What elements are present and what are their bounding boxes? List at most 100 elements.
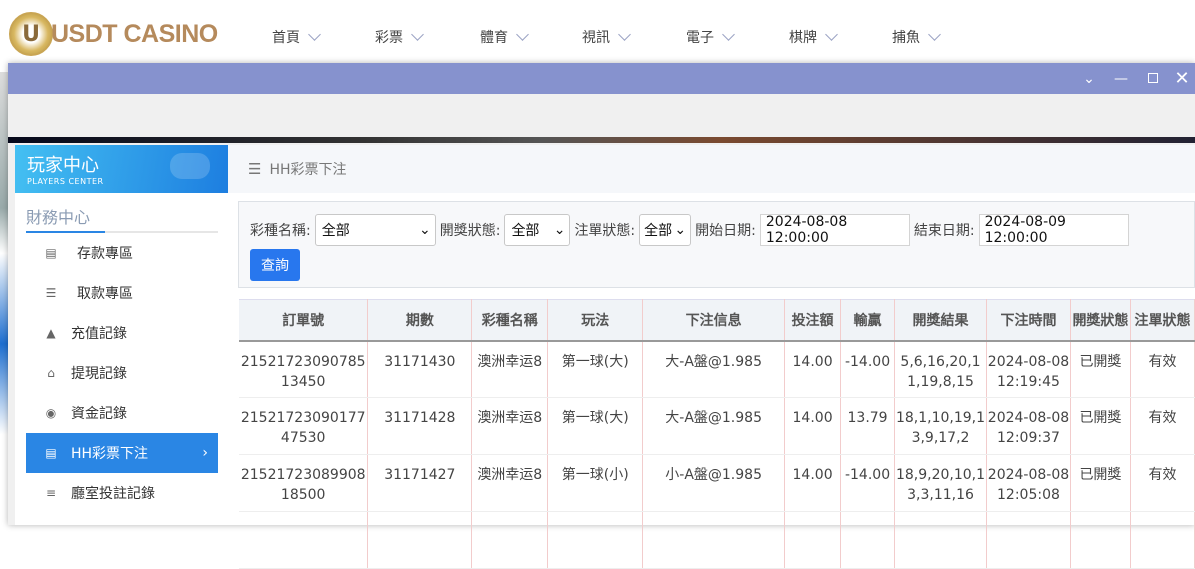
sidebar-item-deposit[interactable]: ▤ 存款專區 <box>26 233 218 273</box>
start-date-input[interactable]: 2024-08-08 12:00:00 <box>759 214 910 246</box>
table-cell: 2024-08-08 12:09:37 <box>986 397 1071 455</box>
order-status-select[interactable]: 全部 ⌄ <box>639 214 692 246</box>
sidebar-item-label: 提現記錄 <box>71 366 127 382</box>
gamepad-icon <box>170 153 210 179</box>
chevron-down-icon <box>308 28 321 41</box>
lottery-label: 彩種名稱: <box>250 223 311 239</box>
nav-sports[interactable]: 體育 <box>480 27 529 47</box>
nav-lottery[interactable]: 彩票 <box>375 27 424 47</box>
table-cell: 第一球(小) <box>547 454 644 512</box>
table-cell: 有效 <box>1130 397 1195 455</box>
lottery-select[interactable]: 全部 ⌄ <box>314 214 436 246</box>
logo[interactable]: U USDT CASINO <box>9 12 218 56</box>
table-cell: -14.00 <box>840 340 896 398</box>
end-date-input[interactable]: 2024-08-09 12:00:00 <box>978 214 1129 246</box>
draw-status-select[interactable]: 全部 ⌄ <box>504 214 571 246</box>
money-bag-icon: ▲ <box>46 326 56 340</box>
table-cell: 有效 <box>1130 340 1195 398</box>
table-cell: 2152172308990818500 <box>239 454 369 512</box>
table-cell: 2024-08-08 12:05:08 <box>986 454 1071 512</box>
table-cell: 澳洲幸运8 <box>471 340 549 398</box>
sidebar-item-withdraw[interactable]: ☰ 取款專區 <box>26 273 218 313</box>
breadcrumb-label: HH彩票下注 <box>269 162 347 178</box>
column-header: 開獎結果 <box>894 299 987 342</box>
sidebar-item-hh-lottery-bets[interactable]: ▤ HH彩票下注 › <box>26 433 218 473</box>
table-cell: 大-A盤@1.985 <box>642 397 786 455</box>
table-cell: 14.00 <box>784 340 842 398</box>
minimize-icon[interactable]: — <box>1114 71 1128 87</box>
table-cell <box>986 511 1071 569</box>
nav-slots[interactable]: 電子 <box>686 27 735 47</box>
column-header: 開獎狀態 <box>1070 299 1131 342</box>
nav-label: 捕魚 <box>892 30 920 46</box>
breadcrumb: ☰ HH彩票下注 <box>228 145 1195 193</box>
table-row[interactable]: 2152172309078513450 31171430 澳洲幸运8 第一球(大) 大-… <box>239 340 1195 398</box>
table-cell: 已開獎 <box>1070 397 1131 455</box>
table-cell <box>642 511 786 569</box>
table-cell: 2152172309078513450 <box>239 340 369 398</box>
site-header: U USDT CASINO 首頁 彩票 體育 視訊 電子 棋牌 捕魚 <box>0 0 1195 63</box>
table-cell: 已開獎 <box>1070 340 1131 398</box>
table-cell: 2152172309017747530 <box>239 397 369 455</box>
table-cell: 14.00 <box>784 454 842 512</box>
table-header: 訂單號 期數 彩種名稱 玩法 下注信息 投注額 輸贏 開獎結果 下注時間 開獎狀態 注單狀態 <box>239 299 1195 342</box>
chevron-down-icon <box>618 28 631 41</box>
sidebar-item-recharge-records[interactable]: ▲ 充值記錄 <box>26 313 218 353</box>
chevron-down-icon <box>825 28 838 41</box>
end-date-label: 結束日期: <box>913 223 975 239</box>
card-icon: ▤ <box>45 246 57 260</box>
nav-cards[interactable]: 棋牌 <box>789 27 838 47</box>
modal-window: ⌄ — ✕ 玩家中心 PLAYERS CENTER 財務中心 ▤ 存款專區 ☰ 取款… <box>8 63 1195 569</box>
table-cell <box>239 511 369 569</box>
chevron-right-icon: › <box>202 445 208 461</box>
sidebar-item-label: 充值記錄 <box>71 326 127 342</box>
table-row[interactable]: 2152172309017747530 31171428 澳洲幸运8 第一球(大) 大-… <box>239 397 1195 455</box>
section-tab-finance[interactable]: 財務中心 <box>26 203 218 233</box>
sidebar-item-fund-records[interactable]: ◉ 資金記錄 <box>26 393 218 433</box>
sidebar: 玩家中心 PLAYERS CENTER 財務中心 ▤ 存款專區 ☰ 取款專區 ▲ 充值… <box>15 145 228 525</box>
column-header: 下注信息 <box>642 299 786 342</box>
bets-table: 訂單號 期數 彩種名稱 玩法 下注信息 投注額 輸贏 開獎結果 下注時間 開獎狀態 注單狀態 215… <box>239 299 1195 569</box>
nav-label: 棋牌 <box>789 30 817 46</box>
sidebar-item-label: 取款專區 <box>77 286 133 302</box>
order-status-label: 注單狀態: <box>574 223 636 239</box>
sidebar-item-withdraw-records[interactable]: ⌂ 提現記錄 <box>26 353 218 393</box>
nav-label: 視訊 <box>582 30 610 46</box>
column-header: 注單狀態 <box>1130 299 1195 342</box>
menu-icon[interactable]: ☰ <box>248 160 262 178</box>
list-detail-icon: ≡ <box>45 486 57 500</box>
column-header: 期數 <box>367 299 473 342</box>
nav-live[interactable]: 視訊 <box>582 27 631 47</box>
table-cell <box>367 511 473 569</box>
column-header: 彩種名稱 <box>471 299 549 342</box>
table-cell <box>784 511 842 569</box>
sidebar-subtitle: PLAYERS CENTER <box>27 177 104 186</box>
column-header: 輸贏 <box>840 299 896 342</box>
table-cell <box>1070 511 1131 569</box>
table-row[interactable]: 2152172308990818500 31171427 澳洲幸运8 第一球(小) 小-… <box>239 454 1195 512</box>
sidebar-item-label: HH彩票下注 <box>71 446 149 462</box>
chevron-down-icon <box>928 28 941 41</box>
chevron-down-icon: ⌄ <box>674 222 687 238</box>
table-cell <box>1130 511 1195 569</box>
chevron-down-icon: ⌄ <box>418 222 431 238</box>
table-cell: 第一球(大) <box>547 397 644 455</box>
nav-home[interactable]: 首頁 <box>272 27 321 47</box>
collapse-icon[interactable]: ⌄ <box>1083 71 1095 87</box>
table-cell: 5,6,16,20,11,19,8,15 <box>894 340 987 398</box>
close-icon[interactable]: ✕ <box>1174 68 1190 89</box>
draw-status-label: 開獎狀態: <box>439 223 501 239</box>
window-title-bar[interactable]: ⌄ — ✕ <box>8 63 1195 94</box>
sidebar-item-label: 資金記錄 <box>71 406 127 422</box>
sidebar-item-hall-bet-records[interactable]: ≡ 廳室投註記錄 <box>26 473 218 513</box>
sidebar-item-label: 存款專區 <box>77 246 133 262</box>
table-row-empty <box>239 511 1195 569</box>
table-cell: 澳洲幸运8 <box>471 454 549 512</box>
column-header: 投注額 <box>784 299 842 342</box>
nav-fishing[interactable]: 捕魚 <box>892 27 941 47</box>
maximize-icon[interactable] <box>1145 71 1161 87</box>
query-button[interactable]: 查詢 <box>250 249 300 281</box>
nav-label: 體育 <box>480 30 508 46</box>
table-cell: 31171430 <box>367 340 473 398</box>
logo-text: USDT CASINO <box>51 19 218 48</box>
